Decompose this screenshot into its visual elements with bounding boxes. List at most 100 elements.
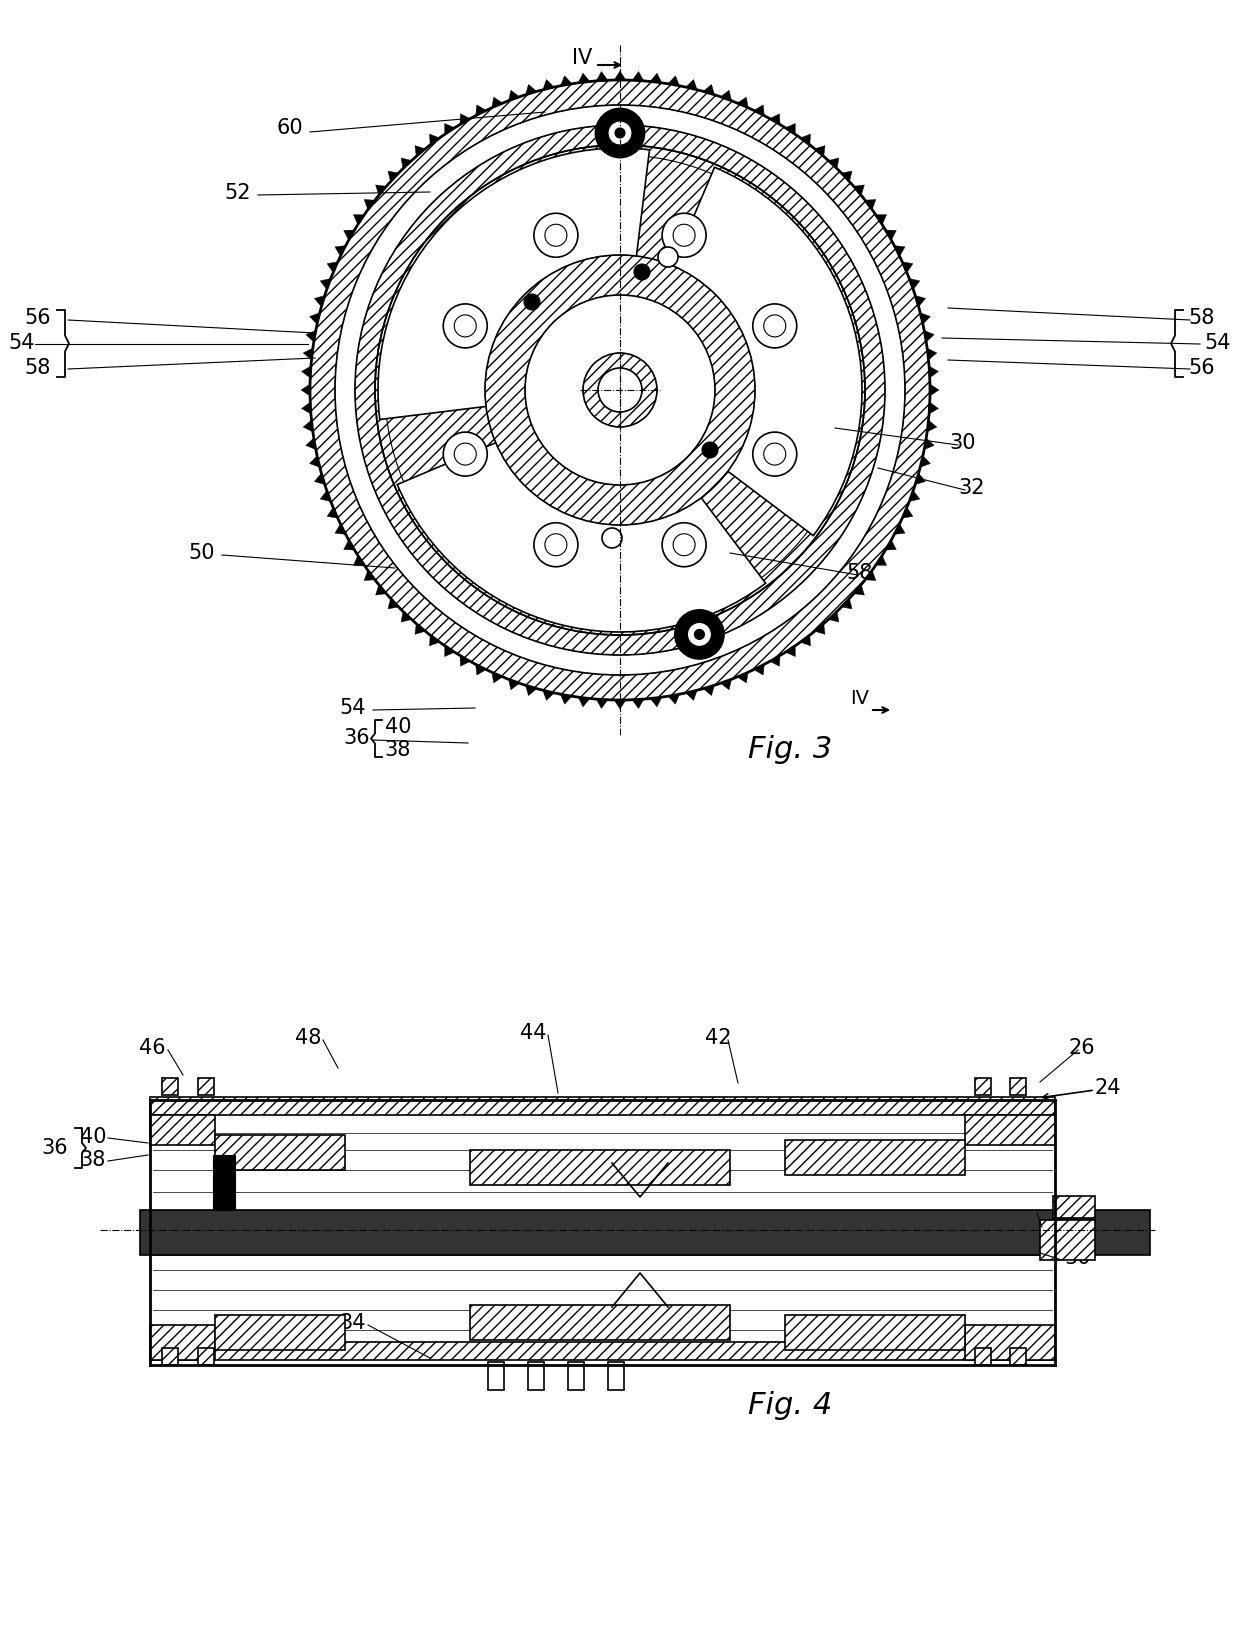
Circle shape xyxy=(534,523,578,568)
Polygon shape xyxy=(815,623,825,635)
Polygon shape xyxy=(445,123,455,135)
Polygon shape xyxy=(492,97,502,107)
Circle shape xyxy=(764,443,786,466)
Text: 40: 40 xyxy=(79,1127,107,1147)
Text: IV: IV xyxy=(572,48,593,67)
Polygon shape xyxy=(828,158,839,168)
Polygon shape xyxy=(508,90,520,100)
Polygon shape xyxy=(401,158,412,168)
Polygon shape xyxy=(429,635,440,646)
Polygon shape xyxy=(415,623,425,635)
Circle shape xyxy=(764,314,786,337)
Bar xyxy=(975,1077,991,1096)
Polygon shape xyxy=(650,72,662,82)
Polygon shape xyxy=(376,184,387,196)
Polygon shape xyxy=(720,679,732,689)
Polygon shape xyxy=(306,331,316,342)
Bar xyxy=(965,1115,1055,1145)
Polygon shape xyxy=(668,694,680,704)
Circle shape xyxy=(676,610,723,658)
Polygon shape xyxy=(401,612,412,622)
Text: IV: IV xyxy=(851,689,869,707)
Polygon shape xyxy=(929,367,939,378)
Text: 54: 54 xyxy=(9,332,35,354)
Polygon shape xyxy=(320,278,331,290)
Bar xyxy=(1011,1347,1025,1365)
Polygon shape xyxy=(578,697,590,707)
Polygon shape xyxy=(800,635,811,646)
Polygon shape xyxy=(353,215,365,225)
Wedge shape xyxy=(355,125,885,655)
Bar xyxy=(215,1135,345,1170)
Polygon shape xyxy=(388,599,398,609)
Polygon shape xyxy=(915,296,925,306)
Circle shape xyxy=(634,263,650,280)
Polygon shape xyxy=(885,540,897,549)
Circle shape xyxy=(662,214,706,257)
Polygon shape xyxy=(924,438,934,449)
Text: 26: 26 xyxy=(1069,1038,1095,1058)
Circle shape xyxy=(615,128,625,138)
Polygon shape xyxy=(327,262,337,273)
Wedge shape xyxy=(583,354,657,428)
Text: 56: 56 xyxy=(25,308,51,327)
Text: 50: 50 xyxy=(188,543,216,563)
Polygon shape xyxy=(508,679,520,689)
Circle shape xyxy=(673,224,696,247)
Text: 38: 38 xyxy=(384,740,412,760)
Bar xyxy=(162,1347,179,1365)
Text: 58: 58 xyxy=(847,563,873,582)
Polygon shape xyxy=(815,146,825,156)
Polygon shape xyxy=(828,612,839,622)
Wedge shape xyxy=(378,148,650,419)
Bar xyxy=(1053,1196,1095,1217)
Polygon shape xyxy=(365,199,374,209)
Bar xyxy=(150,1115,215,1145)
Polygon shape xyxy=(335,245,346,257)
Wedge shape xyxy=(672,168,862,536)
Polygon shape xyxy=(543,691,554,701)
Polygon shape xyxy=(365,571,374,581)
Circle shape xyxy=(454,443,476,466)
Polygon shape xyxy=(785,123,795,135)
Wedge shape xyxy=(397,390,765,632)
Polygon shape xyxy=(526,686,537,696)
Polygon shape xyxy=(543,79,554,90)
Bar xyxy=(150,1342,1055,1360)
Circle shape xyxy=(608,122,632,145)
Text: 40: 40 xyxy=(384,717,412,737)
Polygon shape xyxy=(915,474,925,485)
Text: 52: 52 xyxy=(224,183,252,202)
Polygon shape xyxy=(842,599,852,609)
Polygon shape xyxy=(560,76,572,86)
Bar xyxy=(608,1362,624,1390)
Bar xyxy=(965,1324,1055,1360)
Circle shape xyxy=(534,214,578,257)
Polygon shape xyxy=(929,401,939,415)
Polygon shape xyxy=(920,313,930,324)
Polygon shape xyxy=(343,230,355,240)
Bar xyxy=(568,1362,584,1390)
Circle shape xyxy=(702,443,718,457)
Text: 54: 54 xyxy=(340,697,366,717)
Text: 30: 30 xyxy=(1065,1249,1091,1268)
Bar xyxy=(213,1155,236,1211)
Polygon shape xyxy=(686,79,697,90)
Wedge shape xyxy=(378,148,650,419)
Wedge shape xyxy=(310,81,930,701)
Polygon shape xyxy=(894,523,905,535)
Polygon shape xyxy=(310,456,320,467)
Polygon shape xyxy=(353,556,365,566)
Polygon shape xyxy=(476,665,486,674)
Polygon shape xyxy=(376,584,387,595)
Bar xyxy=(785,1140,965,1175)
Wedge shape xyxy=(374,145,866,635)
Polygon shape xyxy=(315,474,325,485)
Polygon shape xyxy=(785,646,795,656)
Polygon shape xyxy=(720,90,732,100)
Text: 30: 30 xyxy=(950,433,976,452)
Polygon shape xyxy=(492,673,502,683)
Circle shape xyxy=(596,109,644,156)
Circle shape xyxy=(658,247,678,266)
Text: 46: 46 xyxy=(139,1038,165,1058)
